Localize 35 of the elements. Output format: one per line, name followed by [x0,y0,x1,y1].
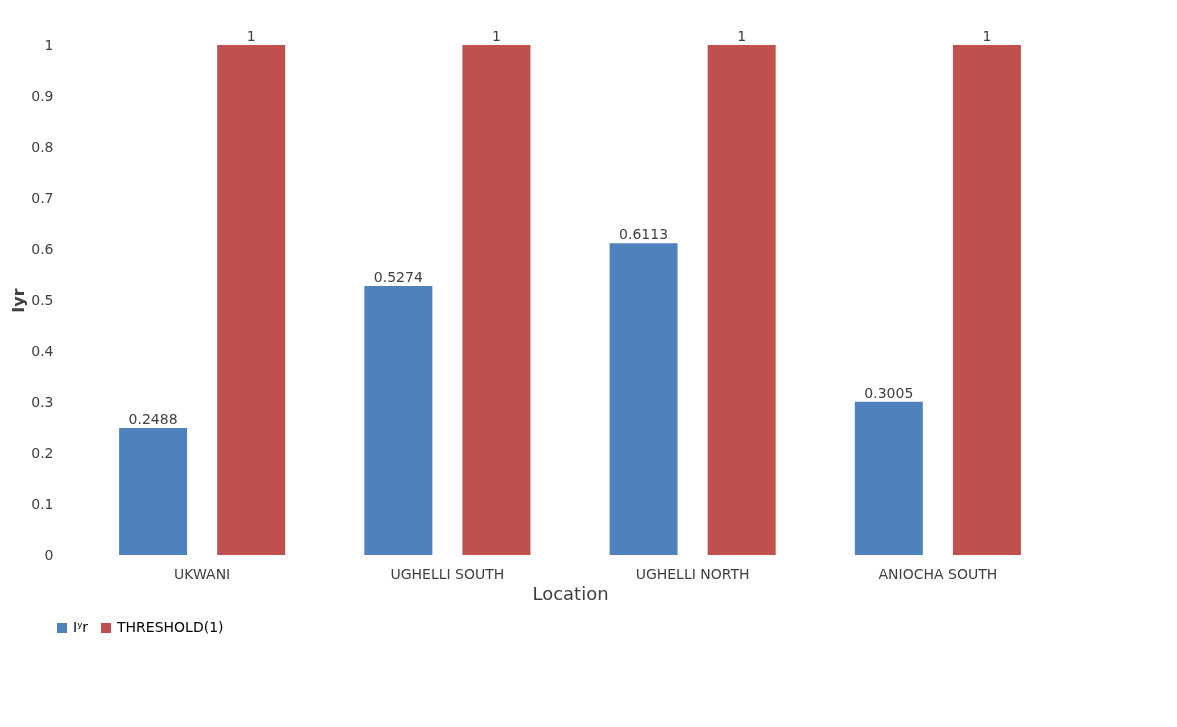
data-label: 1 [737,28,747,44]
y-tick-label: 0.5 [31,291,54,308]
x-tick-label: UKWANI [174,565,231,582]
x-tick-label: UGHELLI SOUTH [390,565,505,582]
bar [854,401,923,555]
y-tick-label: 0 [44,546,54,563]
y-tick-label: 0.6 [31,240,54,257]
legend-label: THRESHOLD(1) [116,619,224,635]
y-tick-label: 0.8 [31,138,54,155]
y-tick-label: 0.2 [31,444,54,461]
y-axis-title: Iyr [9,288,29,313]
x-axis-title: Location [532,582,609,604]
data-label: 0.6113 [619,226,669,243]
bar [952,45,1021,555]
y-tick-label: 1 [44,36,54,53]
bar [119,428,188,555]
data-label: 0.2488 [128,411,178,428]
data-label: 0.3005 [864,384,914,401]
bar [217,45,286,555]
x-tick-label: UGHELLI NORTH [635,565,750,582]
legend-label: Iʸr [73,619,89,635]
y-tick-label: 0.4 [31,342,54,359]
data-label: 1 [246,28,256,44]
y-tick-label: 0.3 [31,393,54,410]
bar [609,243,678,555]
data-label: 1 [491,28,501,44]
y-tick-label: 0.9 [31,87,54,104]
data-label: 1 [982,28,992,44]
y-tick-label: 0.1 [31,495,54,512]
data-label: 0.5274 [373,269,423,286]
y-tick-label: 0.7 [31,189,54,206]
bar [364,286,433,555]
bar [462,45,531,555]
bar [707,45,776,555]
x-tick-label: ANIOCHA SOUTH [878,565,998,582]
